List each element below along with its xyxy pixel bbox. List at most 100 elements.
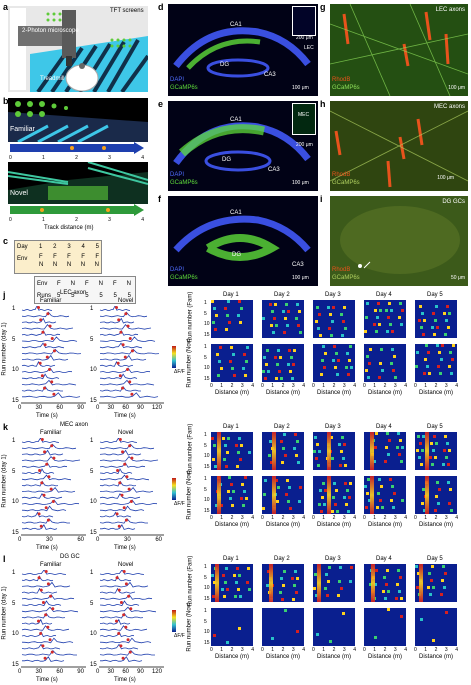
run-trace	[21, 511, 54, 518]
heatmap-cell	[448, 365, 451, 368]
heatmap-cell	[295, 317, 298, 320]
heatmap-cell	[430, 579, 433, 582]
env-cell: N	[39, 262, 44, 268]
heatmap-cell	[265, 363, 268, 366]
heatmap-cell	[421, 502, 424, 505]
heatmap-cell	[295, 454, 298, 457]
heatmap-cell	[418, 319, 421, 322]
heatmap-cell	[271, 637, 274, 640]
distance-tick: 2	[383, 383, 387, 389]
tick: 3	[108, 217, 111, 223]
treadmill-label: Treadmill	[40, 76, 65, 82]
heatmap-cell	[396, 446, 399, 449]
mec-axons-title: MEC axons	[433, 104, 465, 110]
heatmap-cell	[432, 586, 435, 589]
place-field-band	[425, 432, 429, 470]
heatmap-cell	[228, 321, 231, 324]
heatmap-cell	[332, 306, 335, 309]
event-marker	[43, 343, 47, 347]
activity-heatmap	[211, 432, 253, 470]
heatmap-cell	[272, 331, 275, 334]
dapi-label: DAPI	[170, 172, 185, 178]
heatmap-cell	[313, 450, 316, 453]
heatmap-cell	[451, 358, 454, 361]
heatmap-cell	[273, 317, 276, 320]
run-trace	[21, 499, 80, 506]
heatmap-cell	[339, 464, 342, 467]
run-trace	[21, 612, 66, 619]
distance-tick: 3	[444, 647, 448, 653]
heatmap-cell	[346, 352, 349, 355]
heatmap-cell	[400, 597, 403, 600]
distance-tick: 4	[302, 383, 305, 389]
microscope-label: 2-Photon microscope	[22, 28, 79, 34]
panel-label-l: l	[3, 554, 6, 564]
heatmap-cell	[211, 437, 214, 440]
heat-run-ticks: 1 5 10 15	[204, 476, 210, 514]
heatmap-cell	[274, 303, 277, 306]
activity-heatmap	[211, 476, 253, 514]
distance-tick: 2	[434, 647, 438, 653]
activity-heatmap	[313, 564, 355, 602]
heatmap-cell	[386, 569, 389, 572]
heatmap-cell	[380, 485, 383, 488]
rhodb-label: RhodB	[332, 267, 351, 273]
runs-value: 5	[85, 293, 89, 299]
heatmap-cell	[369, 348, 372, 351]
run-trace	[21, 575, 54, 582]
heatmap-cell	[333, 345, 336, 348]
distance-tick: 4	[404, 383, 407, 389]
heatmap-cell	[378, 478, 381, 481]
heatmap-cell	[277, 486, 280, 489]
heatmap-cell	[285, 303, 288, 306]
event-marker	[51, 500, 55, 503]
run-trace	[21, 637, 74, 644]
heatmap-cell	[296, 630, 299, 633]
heatmap-cell	[384, 460, 387, 463]
distance-tick: 3	[393, 647, 397, 653]
distance-tick: 1	[424, 647, 428, 653]
run-tick: 1	[204, 432, 207, 438]
heatmap-cell	[224, 581, 227, 584]
day-label: Day	[17, 244, 28, 250]
heatmap-cell	[448, 502, 451, 505]
event-marker	[122, 613, 126, 617]
heatmap-cell	[434, 319, 437, 322]
heatmap-cell	[425, 344, 428, 347]
heatmap-cell	[341, 334, 344, 337]
activity-heatmap	[313, 476, 355, 514]
lec-axons-title: LEC axons	[435, 7, 465, 13]
place-field-band	[419, 564, 423, 602]
heatmap-cell	[220, 367, 223, 370]
heatmap-cell	[211, 574, 214, 577]
run-trace	[99, 373, 138, 380]
distance-tick: 1	[373, 383, 377, 389]
run-ticks: 1 5 10 15	[12, 570, 19, 668]
heatmap-cell	[349, 482, 352, 485]
run-trace	[21, 348, 82, 355]
panel-label-d: d	[158, 2, 164, 12]
heatmap-cell	[324, 587, 327, 590]
run-trace	[99, 443, 155, 450]
rhodb-label: RhodB	[332, 172, 351, 178]
heatmap-cell	[238, 574, 241, 577]
distance-tick: 1	[373, 515, 377, 521]
run-trace	[99, 511, 132, 518]
distance-xlabel: Distance (m)	[266, 654, 301, 660]
time-ticks: 0 30 60 90 120	[96, 405, 162, 411]
day-header: Day 5	[427, 292, 443, 298]
runs-value: 5	[57, 293, 61, 299]
heatmap-cell	[443, 449, 446, 452]
familiar-header: Familiar	[40, 298, 62, 304]
run-trace	[21, 649, 77, 656]
event-marker	[38, 469, 42, 472]
heatmap-cell	[217, 374, 220, 377]
heatmap-cell	[284, 609, 287, 612]
scale-bar-label: 100 μm	[292, 180, 309, 186]
heatmap-cell	[385, 583, 388, 586]
novel-header: Novel	[118, 430, 134, 436]
